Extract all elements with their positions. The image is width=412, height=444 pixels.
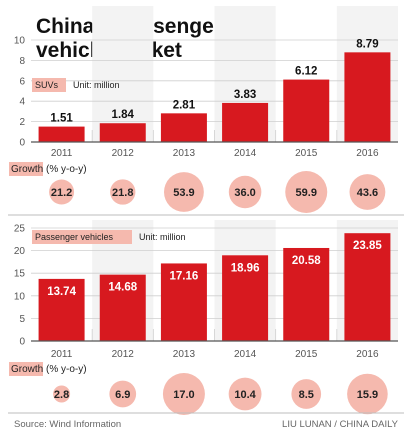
y-tick-label: 10 [14,36,26,47]
data-label: 8.79 [356,38,378,50]
data-label: 23.85 [353,240,382,252]
data-label: 6.12 [295,66,317,78]
growth-value-label: 17.0 [173,389,194,401]
y-tick-label: 4 [19,97,25,108]
x-tick-label: 2016 [356,148,379,159]
bar [283,79,330,142]
growth-bubble [349,174,386,210]
growth-bubble [162,373,205,415]
growth-bubble [285,171,328,213]
growth-bubble [228,377,262,411]
x-tick-label: 2012 [112,148,135,159]
bar [344,233,391,341]
y-tick-label: 20 [14,246,26,257]
growth-value-label: 21.8 [112,187,133,199]
growth-value-label: 2.8 [54,389,69,401]
growth-value-label: 6.9 [115,389,130,401]
series-label-box [32,78,66,92]
growth-bubble [163,172,204,212]
credit-note: LIU LUNAN / CHINA DAILY [282,419,399,430]
bar [160,113,207,142]
growth-value-label: 10.4 [234,389,256,401]
bar [222,255,269,341]
y-tick-label: 10 [14,291,26,302]
y-tick-label: 15 [14,269,26,280]
data-label: 17.16 [170,270,199,282]
bar [160,263,207,341]
x-tick-label: 2013 [173,148,196,159]
bar [222,102,269,142]
growth-label-box [9,362,43,376]
growth-label: Growth (% y-o-y) [11,364,87,375]
data-label: 1.84 [112,109,135,121]
series-label: SUVs [35,80,59,90]
growth-value-label: 15.9 [357,389,378,401]
x-tick-label: 2015 [295,148,318,159]
growth-bubble [109,380,137,408]
y-tick-label: 8 [19,56,25,67]
x-tick-label: 2013 [173,349,196,360]
y-tick-label: 2 [19,117,25,128]
x-tick-label: 2012 [112,349,135,360]
x-tick-label: 2011 [51,349,73,360]
y-tick-label: 5 [19,314,25,325]
bar [99,274,146,341]
data-label: 20.58 [292,255,321,267]
unit-label: Unit: million [139,232,186,242]
bar [38,278,85,341]
growth-value-label: 53.9 [173,187,194,199]
bar [99,123,146,142]
x-tick-label: 2015 [295,349,318,360]
growth-value-label: 43.6 [357,187,378,199]
bar [344,52,391,143]
unit-label: Unit: million [73,80,120,90]
growth-bubble [49,179,75,205]
data-label: 1.51 [50,113,73,125]
y-tick-label: 0 [19,138,25,149]
data-label: 2.81 [173,99,196,111]
growth-bubble [228,175,262,209]
growth-bubble [291,379,322,409]
data-label: 14.68 [108,282,137,294]
data-label: 13.74 [47,286,76,298]
bar [38,126,85,142]
growth-bubble [53,385,71,403]
growth-label: Growth (% y-o-y) [11,164,87,175]
growth-bubble [110,179,136,205]
data-label: 18.96 [231,262,260,274]
x-tick-label: 2016 [356,349,379,360]
source-note: Source: Wind Information [14,419,121,430]
growth-value-label: 8.5 [299,389,314,401]
x-tick-label: 2014 [234,349,257,360]
bar [283,247,330,341]
x-tick-label: 2011 [51,148,73,159]
column-band [92,6,154,142]
growth-label-box [9,162,43,176]
y-tick-label: 6 [19,76,25,87]
growth-value-label: 21.2 [51,187,72,199]
y-tick-label: 25 [14,224,26,235]
growth-bubble [347,373,388,415]
growth-value-label: 36.0 [234,187,255,199]
series-label-box [32,230,132,244]
series-label: Passenger vehicles [35,232,114,242]
growth-value-label: 59.9 [296,187,317,199]
x-tick-label: 2014 [234,148,257,159]
y-tick-label: 0 [19,337,25,348]
data-label: 3.83 [234,89,256,101]
